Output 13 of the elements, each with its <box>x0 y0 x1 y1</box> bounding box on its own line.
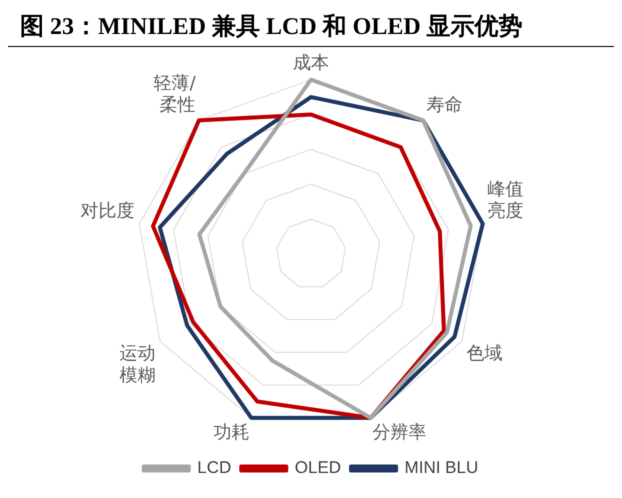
spoke-label: 峰值亮度 <box>488 179 524 222</box>
spoke-label: 分辨率 <box>372 422 426 444</box>
spoke-label: 功耗 <box>214 422 250 444</box>
spoke-label: 轻薄/柔性 <box>154 72 197 116</box>
legend-label: OLED <box>294 458 342 478</box>
spoke-label: 寿命 <box>426 94 462 116</box>
spoke-label: 对比度 <box>80 200 134 222</box>
legend-label: MINI BLU <box>404 458 478 478</box>
chart-title: 图 23：MINILED 兼具 LCD 和 OLED 显示优势 <box>8 8 614 47</box>
legend-label: LCD <box>197 458 232 478</box>
spoke-label: 色域 <box>466 343 502 364</box>
spoke-label: 运动模糊 <box>120 343 156 386</box>
spoke-label: 成本 <box>293 52 329 74</box>
